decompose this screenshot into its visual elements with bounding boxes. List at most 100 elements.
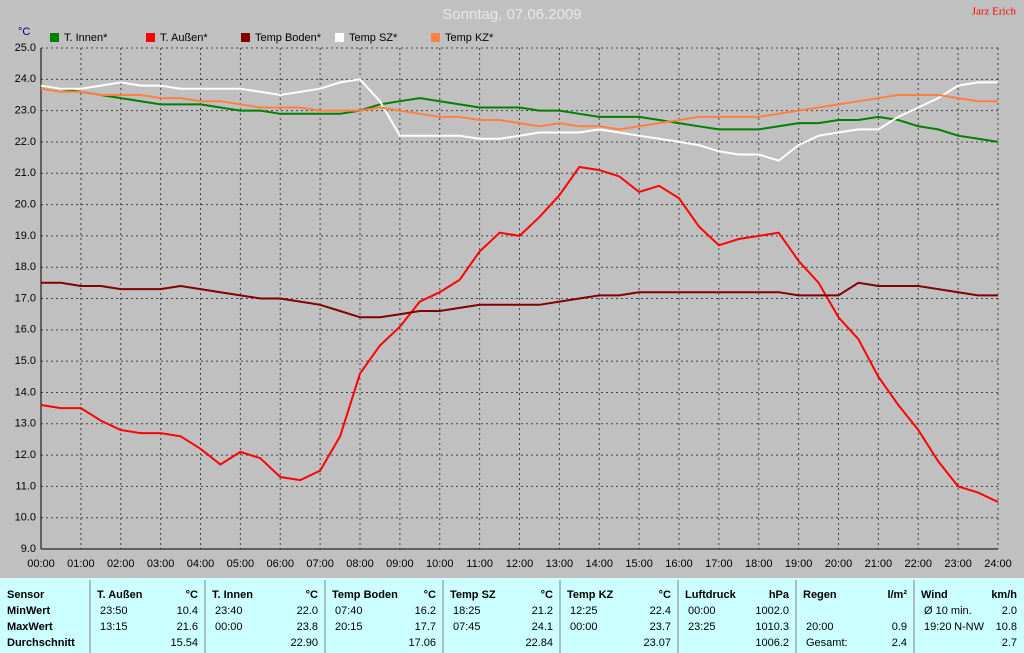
table-cell: N-NW [954,621,985,633]
table-cell: 23.07 [643,637,671,649]
table-cell: 21.2 [532,605,553,617]
x-tick-label: 10:00 [426,558,454,570]
x-tick-label: 24:00 [984,558,1012,570]
table-cell: 16.2 [415,605,436,617]
legend-label: T. Innen* [64,32,108,44]
legend-swatch [146,33,155,42]
table-header: Regen [803,589,837,601]
table-cell: 23.7 [650,621,671,633]
x-tick-label: 11:00 [466,558,493,570]
table-cell: 24.1 [532,621,553,633]
y-tick-label: 19.0 [15,230,36,242]
table-cell: 10.4 [177,605,198,617]
x-tick-label: 01:00 [67,558,95,570]
y-tick-label: 10.0 [15,512,36,524]
table-header: Wind [921,589,948,601]
table-header: T. Außen [97,589,143,601]
y-tick-label: 20.0 [15,198,36,210]
x-tick-label: 03:00 [147,558,175,570]
table-cell: 0.9 [892,621,907,633]
legend-swatch [431,33,440,42]
x-tick-label: 00:00 [27,558,55,570]
table-cell: 17.06 [408,637,436,649]
legend-swatch [335,33,344,42]
x-tick-label: 12:00 [506,558,534,570]
x-tick-label: 18:00 [745,558,773,570]
x-tick-label: 13:00 [546,558,574,570]
table-cell: 22.0 [297,605,318,617]
table-cell: 00:00 [688,605,716,617]
x-tick-label: 19:00 [785,558,813,570]
y-tick-label: 22.0 [15,136,36,148]
table-cell: 10.8 [996,621,1017,633]
table-cell: 20:00 [806,621,834,633]
x-tick-label: 14:00 [585,558,613,570]
table-cell: 00:00 [570,621,598,633]
table-unit: hPa [769,589,790,601]
table-cell: 23:50 [100,605,128,617]
table-unit: °C [541,589,553,601]
y-tick-label: 24.0 [15,73,36,85]
table-cell: 23.8 [297,621,318,633]
x-tick-label: 07:00 [306,558,334,570]
data-line [40,84,999,143]
y-tick-label: 13.0 [15,418,36,430]
table-header: Sensor [7,589,45,601]
y-tick-label: 21.0 [15,167,36,179]
table-header: T. Innen [212,589,253,601]
y-axis-label: °C [18,26,30,38]
table-cell: 20:15 [335,621,363,633]
y-tick-label: 11.0 [15,480,36,492]
table-cell: Ø 10 min. [924,605,972,617]
x-tick-label: 22:00 [904,558,932,570]
legend-label: T. Außen* [160,32,208,44]
table-cell: 07:40 [335,605,363,617]
y-tick-label: 23.0 [15,105,36,117]
chart-background [0,0,1024,578]
x-tick-label: 08:00 [346,558,374,570]
table-header: Temp KZ [567,589,614,601]
table-unit: °C [306,589,318,601]
y-tick-label: 14.0 [15,386,36,398]
table-cell: 12:25 [570,605,598,617]
data-line [40,87,998,131]
table-unit: °C [659,589,671,601]
x-tick-label: 02:00 [107,558,135,570]
table-cell: Gesamt: [806,637,848,649]
table-header: Temp SZ [450,589,496,601]
table-cell: 15.54 [170,637,198,649]
x-tick-label: 21:00 [865,558,893,570]
y-tick-label: 9.0 [21,543,36,555]
table-unit: °C [424,589,436,601]
table-cell: 21.6 [177,621,198,633]
table-cell: 19:20 [924,621,952,633]
legend-label: Temp Boden* [255,32,322,44]
table-cell: 22.4 [650,605,671,617]
table-cell: MaxWert [7,621,53,633]
table-cell: 1006.2 [755,637,789,649]
table-cell: 2.7 [1002,637,1017,649]
x-tick-label: 05:00 [227,558,255,570]
y-tick-label: 16.0 [15,324,36,336]
table-cell: 2.4 [892,637,907,649]
legend-label: Temp KZ* [445,32,494,44]
table-unit: l/m² [887,589,907,601]
x-tick-label: 04:00 [187,558,215,570]
table-cell: 1010.3 [755,621,789,633]
author: Jarz Erich [972,6,1017,18]
table-cell: 18:25 [453,605,481,617]
table-cell: 23:25 [688,621,716,633]
table-cell: 23:40 [215,605,243,617]
y-tick-label: 12.0 [15,449,36,461]
x-tick-label: 23:00 [944,558,972,570]
y-tick-label: 15.0 [15,355,36,367]
x-tick-label: 16:00 [665,558,693,570]
table-unit: km/h [991,589,1017,601]
data-line [41,281,998,319]
x-tick-label: 09:00 [386,558,414,570]
table-header: Temp Boden [332,589,398,601]
table-cell: 07:45 [453,621,481,633]
x-tick-label: 17:00 [705,558,733,570]
